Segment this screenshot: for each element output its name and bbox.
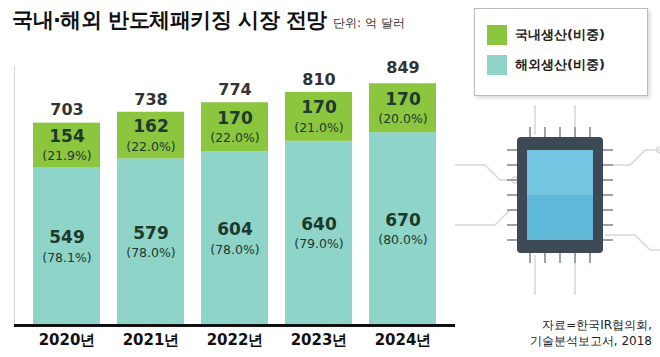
- svg-text:(78.1%): (78.1%): [42, 250, 91, 265]
- html-text:국내생산(비중): 국내생산(비중): [515, 27, 605, 42]
- svg-text:(21.9%): (21.9%): [42, 148, 91, 163]
- svg-text:810: 810: [302, 70, 335, 89]
- svg-text:(22.0%): (22.0%): [126, 139, 175, 154]
- svg-text:703: 703: [50, 100, 83, 119]
- svg-text:2021년: 2021년: [123, 331, 180, 349]
- svg-text:2024년: 2024년: [375, 331, 432, 349]
- svg-text:(20.0%): (20.0%): [378, 111, 427, 126]
- svg-text:670: 670: [385, 210, 421, 230]
- html-text:자료=한국IR협의회, 기술분석보고서, 2018: 자료=한국IR협의회, 기술분석보고서, 2018: [529, 317, 652, 348]
- html-text:해외생산(비중): 해외생산(비중): [515, 57, 605, 72]
- svg-text:(78.0%): (78.0%): [126, 245, 175, 260]
- svg-text:849: 849: [386, 58, 419, 77]
- svg-text:738: 738: [134, 90, 167, 109]
- svg-text:(80.0%): (80.0%): [378, 232, 427, 247]
- html-text:국내·해외 반도체패키징 시장 전망 단위: 억 달러: 국내·해외 반도체패키징 시장 전망 단위: 억 달러: [12, 8, 405, 32]
- svg-text:579: 579: [133, 223, 169, 243]
- svg-text:170: 170: [217, 108, 253, 128]
- svg-text:549: 549: [49, 227, 85, 247]
- svg-text:640: 640: [301, 214, 337, 234]
- svg-text:(21.0%): (21.0%): [294, 120, 343, 135]
- svg-text:774: 774: [218, 80, 251, 99]
- svg-text:154: 154: [49, 126, 85, 146]
- svg-text:2020년: 2020년: [39, 331, 96, 349]
- svg-text:(78.0%): (78.0%): [210, 242, 259, 257]
- svg-text:162: 162: [133, 116, 169, 136]
- svg-text:2022년: 2022년: [207, 331, 264, 349]
- svg-text:170: 170: [385, 89, 421, 109]
- svg-text:170: 170: [301, 97, 337, 117]
- svg-text:604: 604: [217, 219, 253, 239]
- svg-text:(79.0%): (79.0%): [294, 236, 343, 251]
- svg-text:(22.0%): (22.0%): [210, 130, 259, 145]
- svg-text:2023년: 2023년: [291, 331, 348, 349]
